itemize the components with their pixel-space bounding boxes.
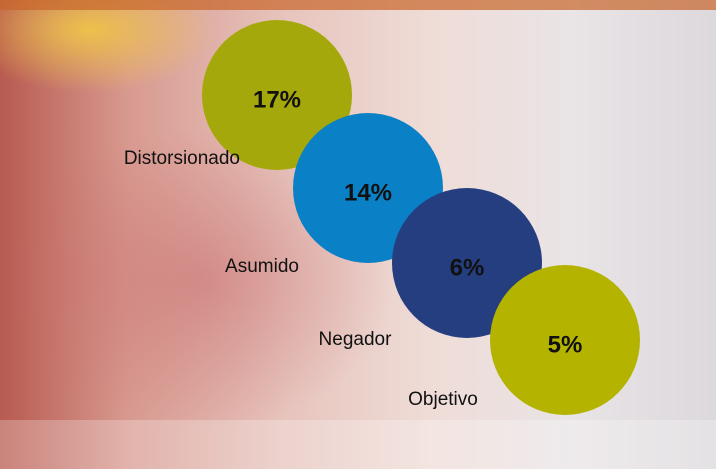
value-label: 14% bbox=[344, 179, 392, 206]
category-label: Negador bbox=[319, 329, 393, 350]
category-label: Asumido bbox=[225, 256, 299, 277]
category-label: Objetivo bbox=[408, 389, 478, 410]
category-label: Distorsionado bbox=[124, 148, 240, 169]
bottom-haze bbox=[0, 420, 716, 469]
top-band bbox=[0, 0, 716, 10]
chart: 17% 14% 6% 5% Distorsionado Asumido Negador Obj… bbox=[0, 0, 716, 469]
value-label: 6% bbox=[450, 254, 485, 281]
stage: 17% 14% 6% 5% Distorsionado Asumido Negador Obj… bbox=[0, 0, 716, 469]
value-label: 17% bbox=[253, 86, 301, 113]
value-label: 5% bbox=[548, 331, 583, 358]
